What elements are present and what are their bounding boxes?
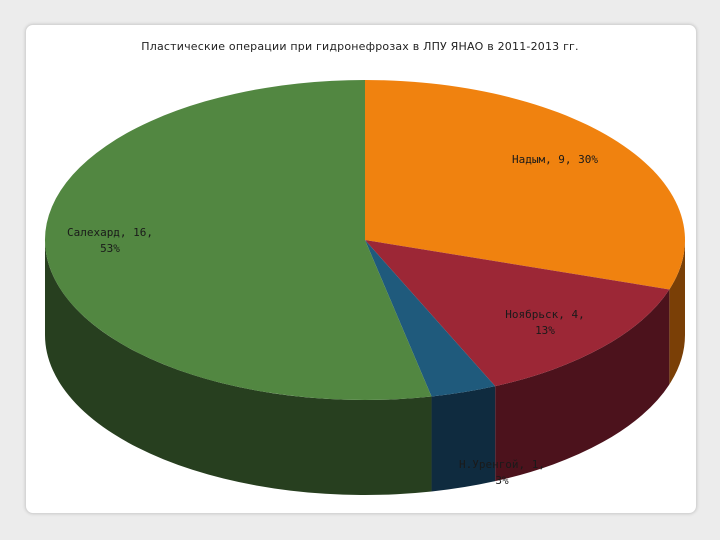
pie-side-3: [431, 386, 496, 492]
pie-side-2: [495, 289, 670, 482]
pie-slice-2: [365, 240, 670, 387]
pie-side-4: [45, 240, 432, 495]
slice-label-1: Надым, 9, 30%: [512, 153, 598, 166]
chart-title: Пластические операции при гидронефрозах …: [141, 40, 579, 53]
slice-label-3: Н.Уренгой, 1, 3%: [459, 458, 545, 487]
pie-side-1: [669, 240, 685, 385]
slice-label-2: Ноябрьск, 4, 13%: [505, 308, 584, 337]
pie-slice-4: [44, 79, 432, 400]
slice-label-4: Салехард, 16, 53%: [67, 226, 153, 255]
pie-slice-1: [365, 79, 686, 290]
pie-slice-3: [365, 240, 496, 397]
